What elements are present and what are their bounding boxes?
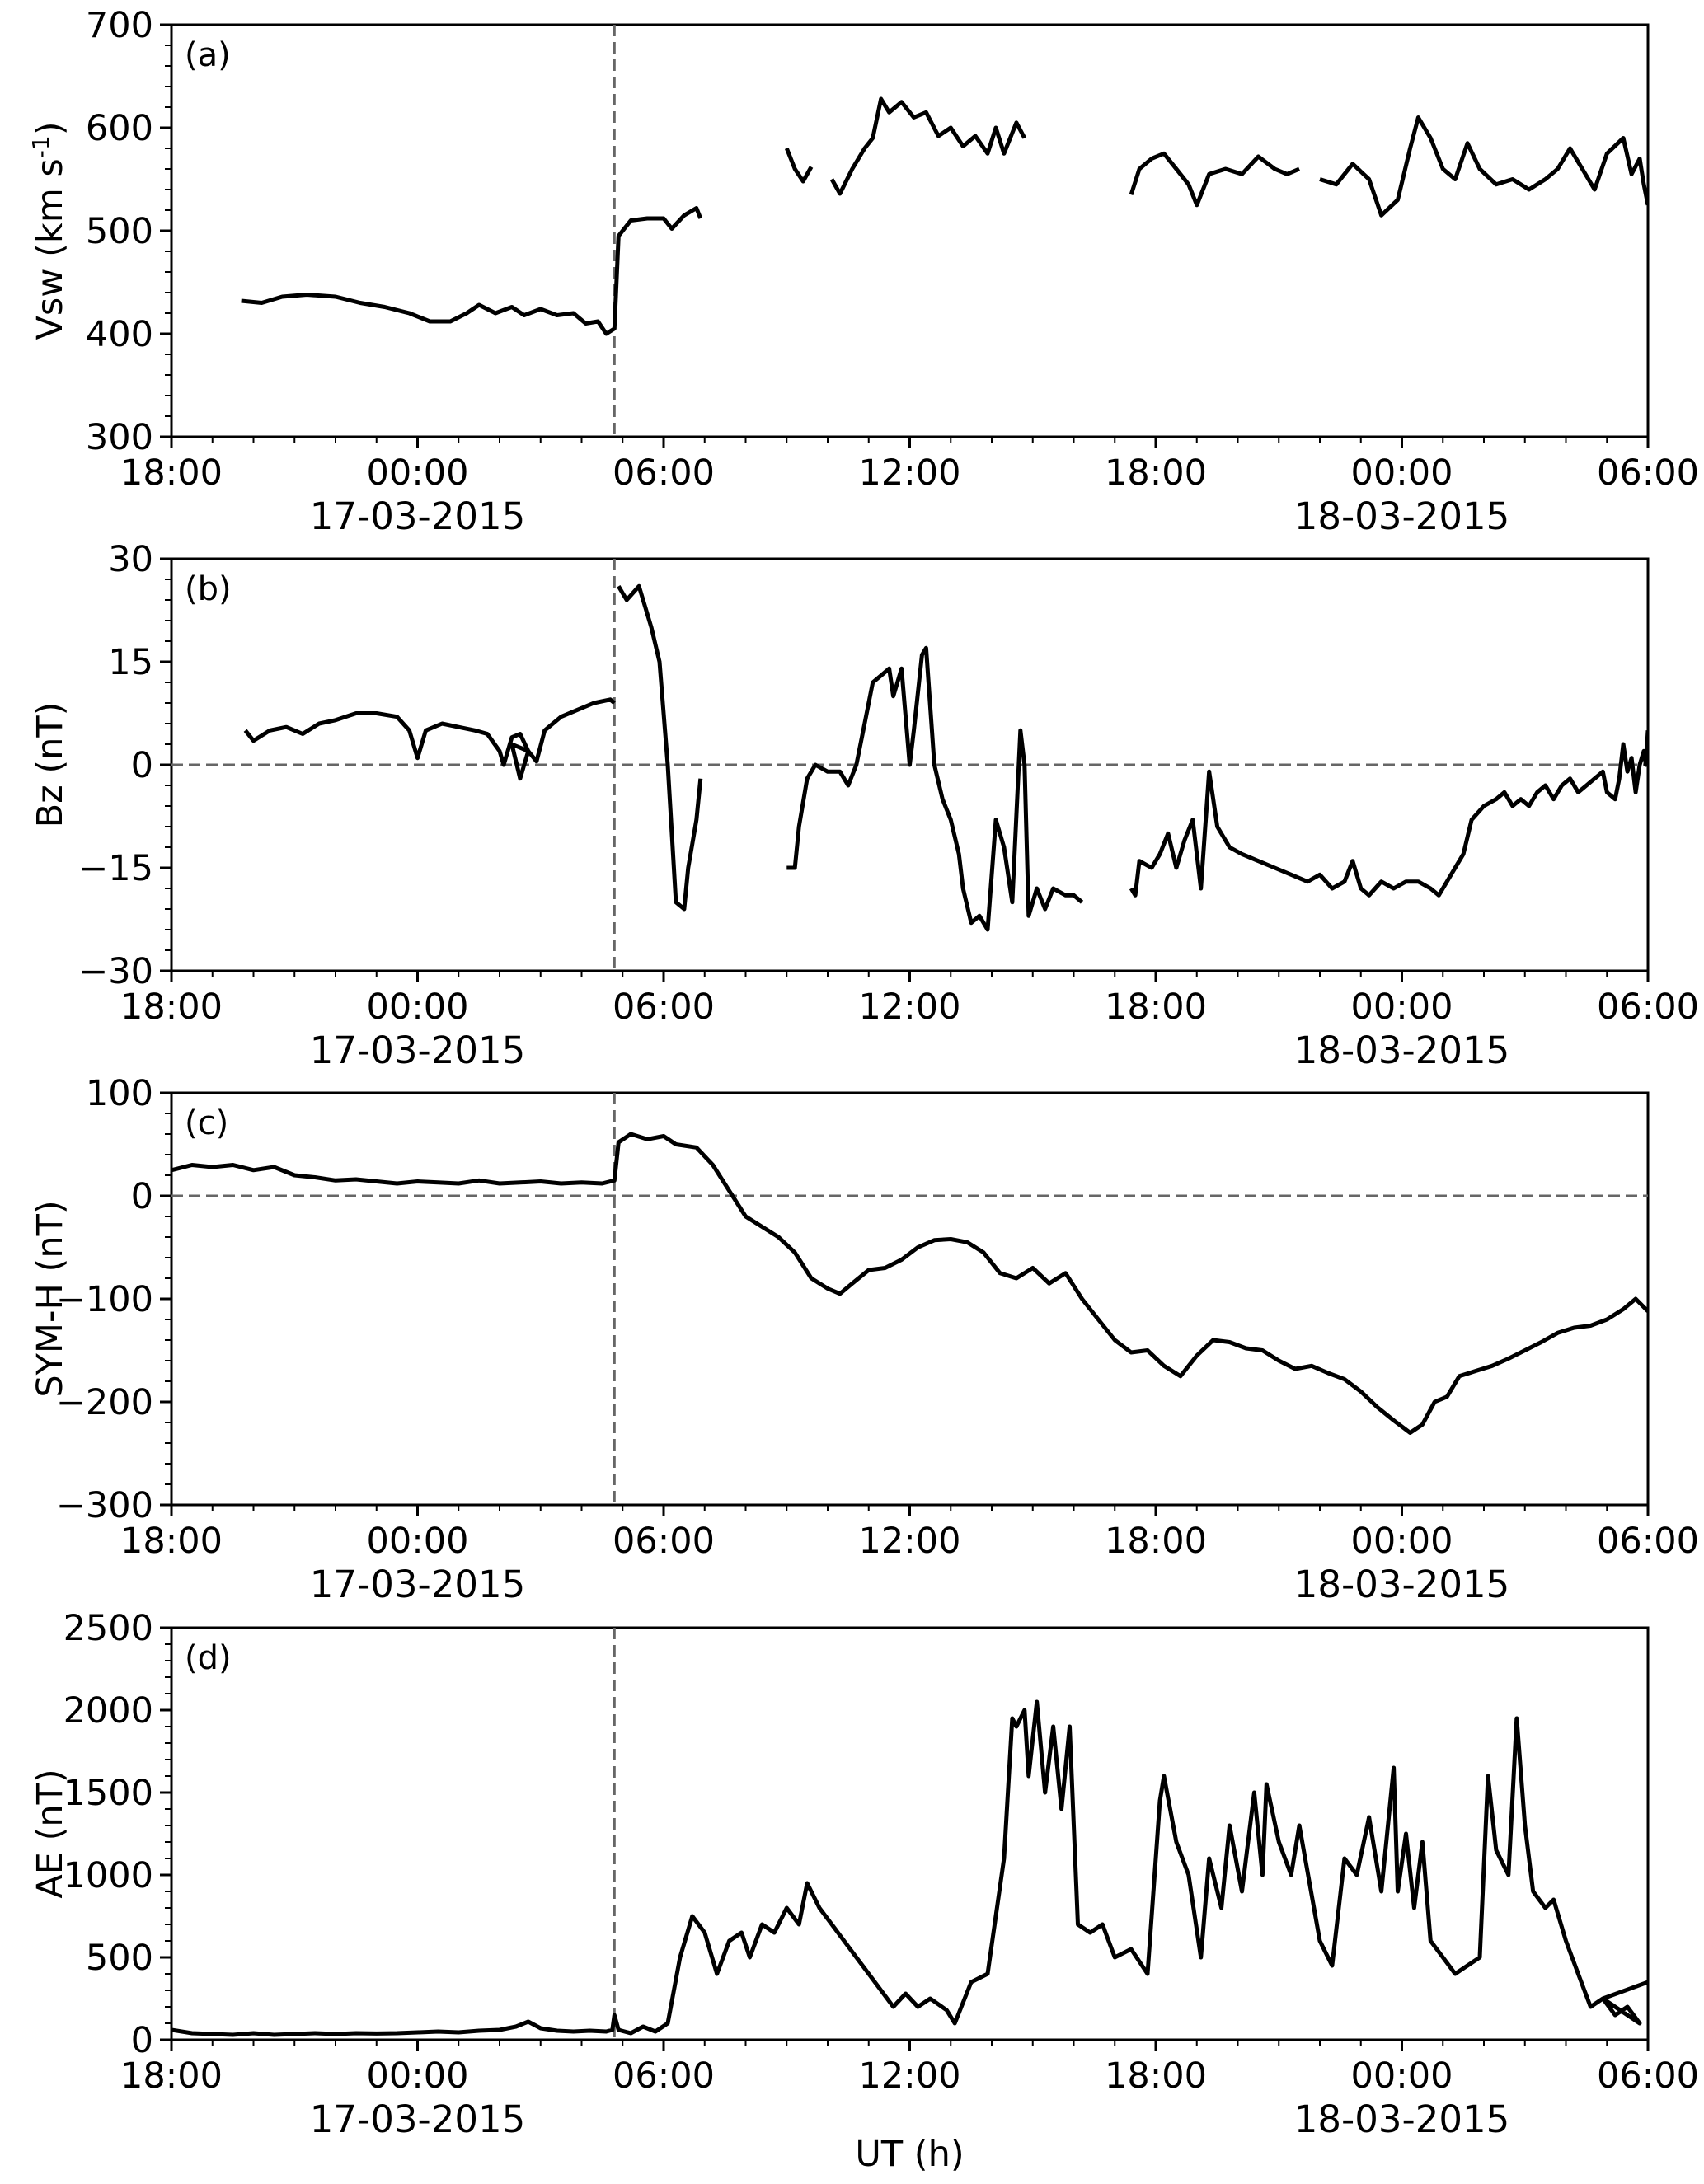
x-tick-label: 00:00 [367,1521,469,1562]
date-label: 18-03-2015 [1294,494,1510,538]
data-line-segment [784,148,814,184]
y-tick-label: 300 [86,417,153,458]
data-line-segment [1129,151,1301,208]
x-tick-label: 00:00 [1351,2055,1453,2097]
x-tick-label: 18:00 [120,987,223,1028]
x-tick-label: 00:00 [1351,987,1453,1028]
y-tick-label: 30 [108,539,153,580]
y-tick-label: −15 [78,848,153,889]
x-tick-label: 06:00 [1597,2055,1699,2097]
date-label: 17-03-2015 [310,1029,526,1072]
x-tick-label: 06:00 [1597,1521,1699,1562]
panel-d: 0 500 1000 1500 2000 2500 18:00 00:00 06:00 12:00… [30,1608,1699,2141]
y-label-end: ) [30,122,71,136]
y-label-main: Vsw (km s [30,158,71,340]
y-axis-label: Bz (nT) [30,702,71,828]
x-tick-label: 18:00 [1105,2055,1207,2097]
y-tick-label: −200 [56,1382,153,1423]
y-axis-label: SYM-H (nT) [30,1200,71,1397]
y-tick-label: 500 [86,211,153,252]
x-tick-label: 06:00 [1597,987,1699,1028]
x-tick-label: 18:00 [1105,1521,1207,1562]
data-line-segment [617,583,703,912]
y-tick-label: 0 [131,2020,153,2061]
data-line-segment [171,1699,1648,2037]
y-tick-label: 1500 [63,1773,153,1814]
panel-label: (c) [185,1104,228,1142]
date-label: 18-03-2015 [1294,1029,1510,1072]
x-tick-label: 00:00 [1351,1521,1453,1562]
y-tick-label: −300 [56,1485,153,1526]
axes-frame [170,1091,1650,1507]
y-label-superscript: -1 [27,135,54,158]
panel-a: 300 400 500 600 700 18:00 00:00 06:00 12:00 18:00… [27,5,1699,538]
y-axis-label: Vsw (km s-1) [27,122,71,340]
date-label: 17-03-2015 [310,494,526,538]
x-tick-label: 18:00 [120,452,223,494]
x-tick-label: 06:00 [613,987,715,1028]
y-tick-label: 2500 [63,1608,153,1649]
axes-frame [170,23,1650,438]
panel-label: (b) [185,570,232,608]
data-line-segment [243,697,616,781]
panel-c: −300 −200 −100 0 100 18:00 00:00 06:00 12:00 18:0… [30,1073,1699,1606]
y-tick-label: 500 [86,1938,153,1979]
data-line-segment [786,645,1084,932]
y-tick-label: 100 [86,1073,153,1114]
data-line-segment [1129,730,1648,898]
x-tick-label: 00:00 [367,452,469,494]
x-tick-label: 18:00 [1105,987,1207,1028]
data-line-segment [1319,115,1648,218]
date-label: 18-03-2015 [1294,1563,1510,1606]
y-tick-label: 400 [86,314,153,355]
x-tick-label: 18:00 [120,2055,223,2097]
panel-label: (d) [185,1639,232,1677]
data-line-segment [241,206,703,336]
axes-frame [170,1626,1650,2041]
panel-b: −30 −15 0 15 30 18:00 00:00 06:00 12:00 18:00 00:0… [30,539,1699,1072]
data-line-segment [171,1132,1648,1435]
date-label: 17-03-2015 [310,2097,526,2141]
x-tick-label: 12:00 [859,2055,961,2097]
y-axis-label: AE (nT) [30,1769,71,1898]
y-tick-label: 700 [86,5,153,46]
x-tick-label: 18:00 [1105,452,1207,494]
date-label: 17-03-2015 [310,1563,526,1606]
data-line-segment [829,96,1027,196]
x-tick-label: 00:00 [1351,452,1453,494]
x-tick-label: 12:00 [859,452,961,494]
y-tick-label: −100 [56,1279,153,1320]
y-tick-label: 1000 [63,1855,153,1896]
x-tick-label: 06:00 [613,2055,715,2097]
y-tick-label: 2000 [63,1690,153,1732]
y-tick-label: 600 [86,108,153,149]
date-label: 18-03-2015 [1294,2097,1510,2141]
x-tick-label: 06:00 [1597,452,1699,494]
x-tick-label: 12:00 [859,1521,961,1562]
y-tick-label: −30 [78,951,153,992]
x-axis-label: UT (h) [855,2134,964,2175]
x-tick-label: 18:00 [120,1521,223,1562]
x-tick-label: 06:00 [613,1521,715,1562]
x-tick-label: 00:00 [367,987,469,1028]
y-tick-label: 0 [131,745,153,786]
x-tick-label: 12:00 [859,987,961,1028]
x-tick-label: 00:00 [367,2055,469,2097]
y-tick-label: 15 [108,642,153,683]
y-tick-label: 0 [131,1176,153,1217]
panel-label: (a) [185,36,231,74]
x-tick-label: 06:00 [613,452,715,494]
